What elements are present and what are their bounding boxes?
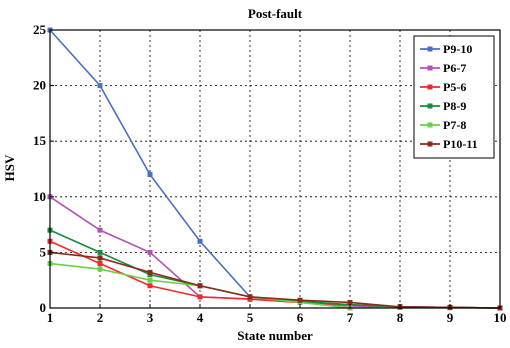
x-tick-label: 8 bbox=[397, 310, 404, 325]
legend-label: P6-7 bbox=[443, 61, 466, 75]
x-tick-label: 6 bbox=[297, 310, 304, 325]
legend-label: P10-11 bbox=[443, 137, 478, 151]
y-tick-label: 0 bbox=[40, 300, 47, 315]
data-point bbox=[97, 255, 103, 261]
ticks: 1 2 3 4 5 6 7 8 9 10 0 5 10 15 20 25 bbox=[33, 22, 507, 325]
data-point bbox=[147, 269, 153, 275]
series-line-P10-11 bbox=[49, 251, 501, 309]
data-point bbox=[147, 277, 153, 283]
data-point bbox=[97, 227, 103, 233]
y-tick-label: 25 bbox=[33, 22, 47, 37]
data-point bbox=[197, 294, 203, 300]
legend-box bbox=[413, 35, 495, 159]
data-point bbox=[347, 299, 353, 305]
x-tick-label: 4 bbox=[197, 310, 204, 325]
data-point bbox=[97, 83, 103, 89]
data-point bbox=[197, 238, 203, 244]
legend-marker bbox=[427, 84, 433, 90]
x-tick-label: 2 bbox=[97, 310, 104, 325]
legend-marker bbox=[427, 65, 433, 71]
data-point bbox=[147, 172, 153, 178]
legend-marker bbox=[427, 122, 433, 128]
legend-marker bbox=[427, 141, 433, 147]
y-tick-label: 5 bbox=[40, 244, 47, 259]
y-axis-label: HSV bbox=[2, 154, 17, 181]
y-tick-label: 10 bbox=[33, 189, 46, 204]
data-point bbox=[147, 249, 153, 255]
data-point bbox=[297, 297, 303, 303]
y-tick-label: 15 bbox=[33, 133, 47, 148]
x-tick-label: 5 bbox=[247, 310, 254, 325]
series-line-P8-9 bbox=[49, 229, 501, 309]
data-point bbox=[247, 294, 253, 300]
chart-title: Post-fault bbox=[248, 6, 303, 21]
y-tick-label: 20 bbox=[33, 78, 46, 93]
legend-label: P9-10 bbox=[443, 42, 472, 56]
x-tick-label: 9 bbox=[447, 310, 454, 325]
legend: P9-10 P6-7 P5-6 P8-9 P7-8 P10-11 bbox=[413, 35, 495, 159]
data-point bbox=[97, 261, 103, 267]
legend-label: P7-8 bbox=[443, 118, 466, 132]
grid bbox=[50, 30, 500, 308]
legend-label: P8-9 bbox=[443, 99, 466, 113]
x-tick-label: 3 bbox=[147, 310, 154, 325]
data-point bbox=[197, 283, 203, 289]
x-tick-label: 10 bbox=[494, 310, 507, 325]
data-point bbox=[97, 266, 103, 272]
x-axis-label: State number bbox=[237, 328, 313, 343]
x-tick-label: 7 bbox=[347, 310, 354, 325]
x-tick-label: 1 bbox=[47, 310, 54, 325]
data-point bbox=[147, 283, 153, 289]
legend-label: P5-6 bbox=[443, 80, 466, 94]
legend-marker bbox=[427, 103, 433, 109]
plot-frame bbox=[49, 29, 501, 309]
legend-marker bbox=[427, 46, 433, 52]
data-point bbox=[97, 249, 103, 255]
